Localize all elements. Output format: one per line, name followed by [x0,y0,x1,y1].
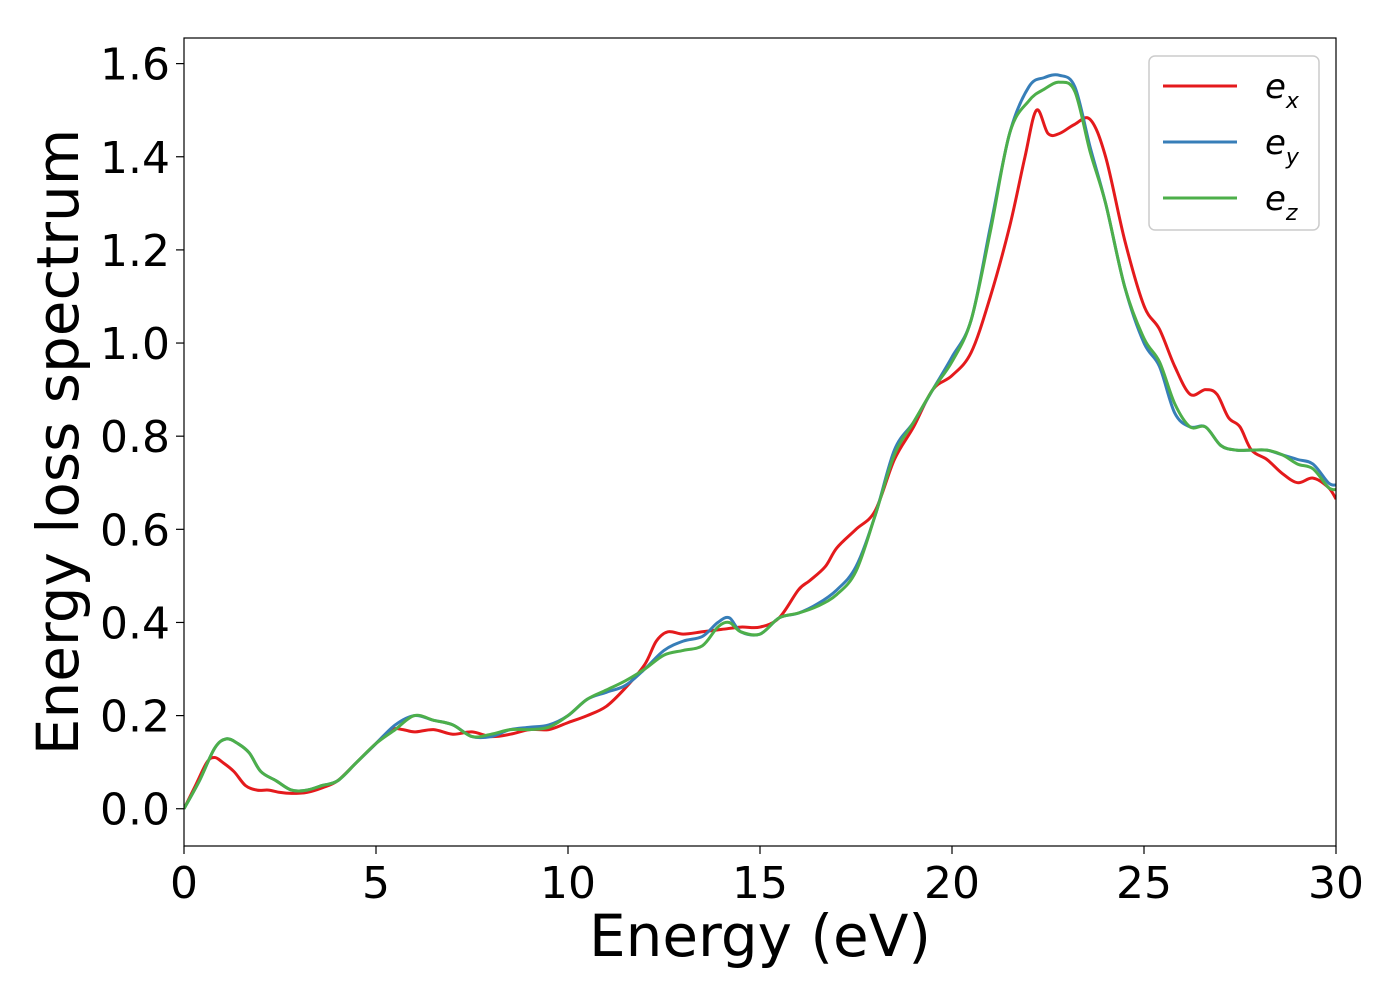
y-tick-label: 0.8 [100,412,170,463]
x-tick-label: 20 [924,858,980,909]
legend-label-base: e [1265,67,1286,107]
y-tick-label: 0.6 [100,505,170,556]
y-tick-label: 1.2 [100,226,170,277]
y-axis-label: Energy loss spectrum [24,129,92,755]
x-tick-label: 15 [732,858,788,909]
y-tick-label: 1.0 [100,319,170,370]
y-tick-label: 0.2 [100,692,170,743]
y-tick-label: 0.0 [100,785,170,836]
legend-label-base: e [1265,179,1286,219]
y-tick-label: 1.6 [100,40,170,91]
legend-label-x: ex [1265,67,1300,114]
x-tick-label: 30 [1308,858,1364,909]
legend-label-y: ey [1265,123,1300,170]
series-line-z [184,80,1336,810]
x-axis-label: Energy (eV) [589,902,931,970]
legend-label-subscript: x [1285,89,1300,114]
x-tick-label: 0 [170,858,198,909]
y-axis: 0.0 0.2 0.4 0.6 0.8 1.0 1.2 1.4 1.6 [100,40,184,836]
y-tick-label: 1.4 [100,133,170,184]
x-tick-label: 25 [1116,858,1172,909]
x-tick-label: 5 [362,858,390,909]
legend-label-subscript: z [1285,201,1298,226]
y-tick-label: 0.4 [100,598,170,649]
legend-label-subscript: y [1285,145,1300,170]
series-layer [184,73,1336,810]
legend-label-base: e [1265,123,1286,163]
legend-label-z: ez [1265,179,1298,226]
x-axis: 0 5 10 15 20 25 30 [170,846,1364,909]
x-tick-label: 10 [540,858,596,909]
